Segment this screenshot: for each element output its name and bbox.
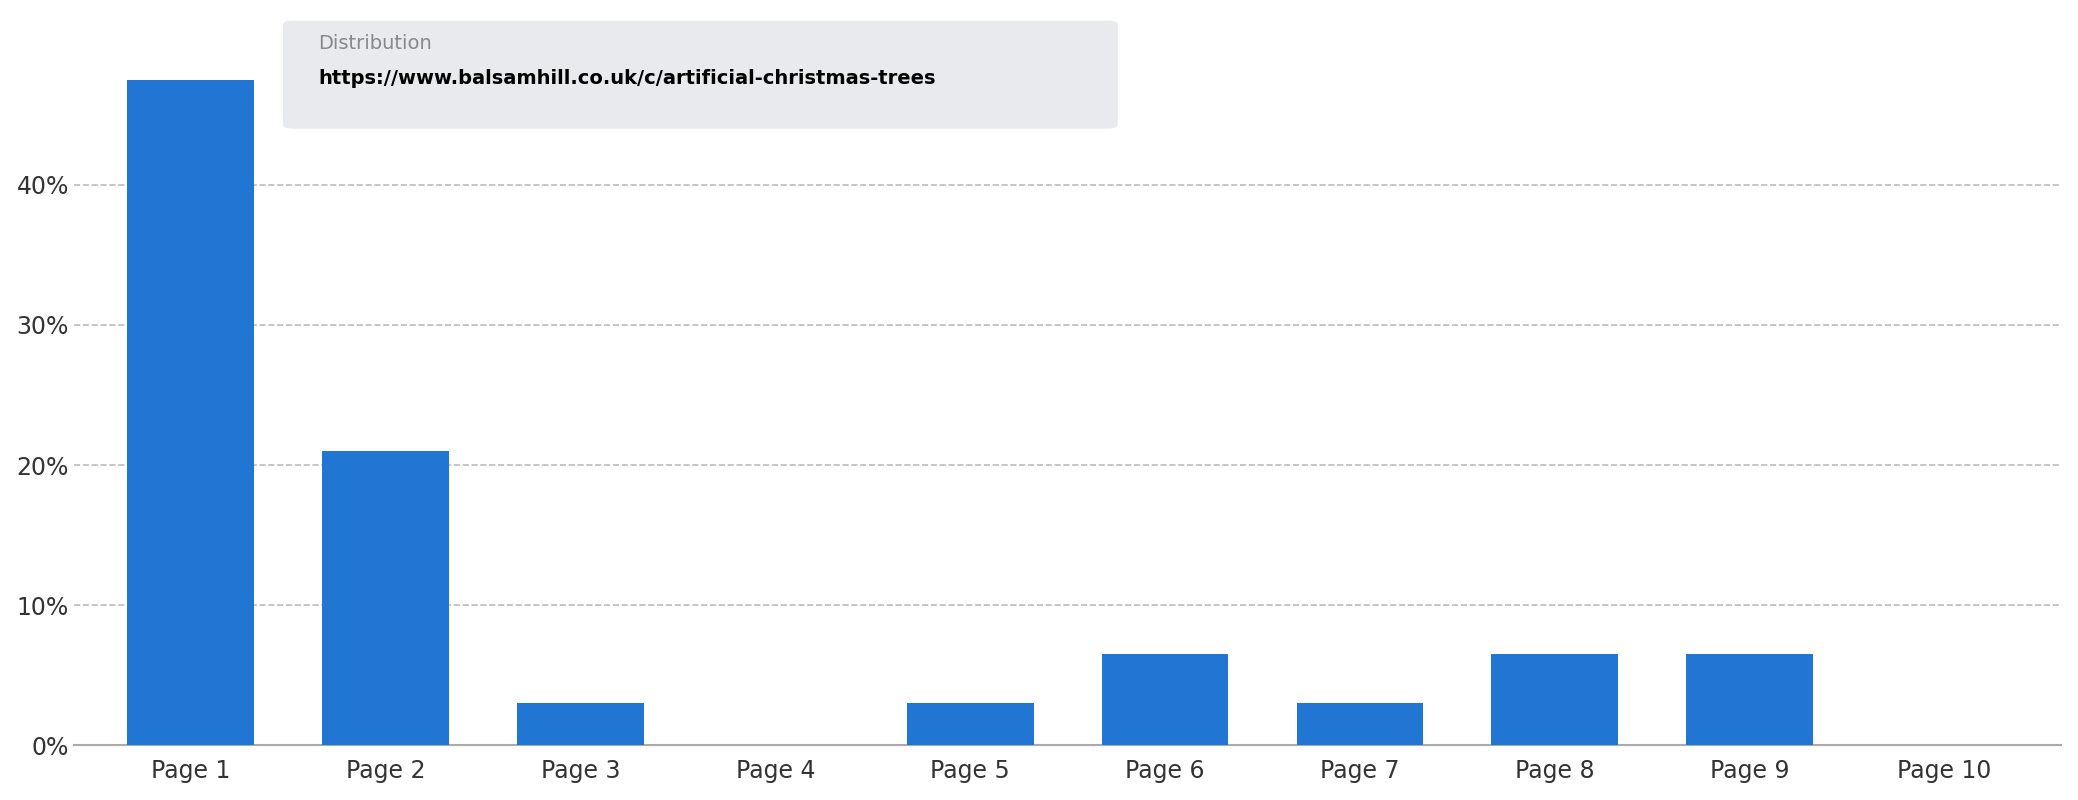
Bar [1101, 654, 1228, 746]
Bar [1492, 654, 1619, 746]
Bar [906, 703, 1033, 746]
Bar [1685, 654, 1812, 746]
Text: Distribution: Distribution [318, 34, 432, 54]
Text: https://www.balsamhill.co.uk/c/artificial-christmas-trees: https://www.balsamhill.co.uk/c/artificia… [318, 69, 935, 88]
Bar [517, 703, 644, 746]
Bar [1297, 703, 1423, 746]
Bar [322, 451, 449, 746]
Bar [127, 80, 254, 746]
